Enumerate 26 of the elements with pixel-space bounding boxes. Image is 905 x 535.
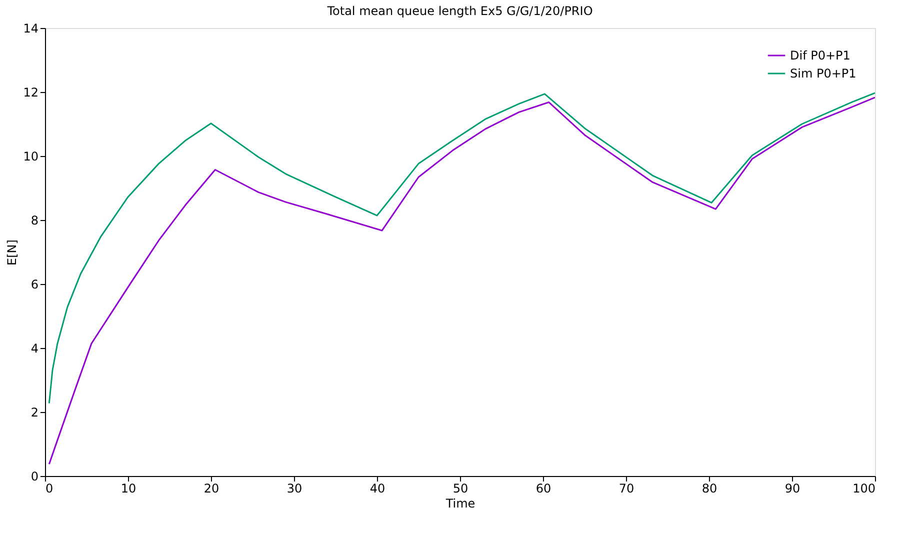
y-tick-label: 8: [30, 214, 38, 228]
x-tick-label: 60: [536, 482, 552, 496]
x-tick-label: 0: [46, 482, 54, 496]
x-tick-label: 40: [370, 482, 386, 496]
y-tick-label: 4: [30, 342, 38, 356]
y-tick-label: 12: [23, 86, 38, 100]
x-tick-label: 10: [120, 482, 136, 496]
x-tick-label: 50: [452, 482, 468, 496]
y-tick-label: 10: [23, 150, 38, 164]
y-tick-label: 0: [30, 470, 38, 484]
line-series: [48, 96, 875, 465]
y-tick-label: 6: [30, 278, 38, 292]
x-tick-label: 20: [204, 482, 220, 496]
x-tick-label: 80: [702, 482, 718, 496]
x-tick-label: 70: [618, 482, 634, 496]
x-tick-label: 30: [286, 482, 302, 496]
legend-label: Sim P0+P1: [790, 66, 856, 80]
legend-label: Dif P0+P1: [790, 48, 850, 62]
x-tick-label: 100: [852, 482, 876, 496]
y-tick-label: 2: [30, 406, 38, 420]
x-axis-title: Time: [444, 496, 476, 510]
line-series: [48, 92, 875, 404]
y-tick-label: 14: [23, 22, 38, 36]
x-tick-label: 90: [784, 482, 800, 496]
chart-title: Total mean queue length Ex5 G/G/1/20/PRIO: [326, 4, 593, 18]
y-axis-title: E[N]: [5, 240, 20, 266]
